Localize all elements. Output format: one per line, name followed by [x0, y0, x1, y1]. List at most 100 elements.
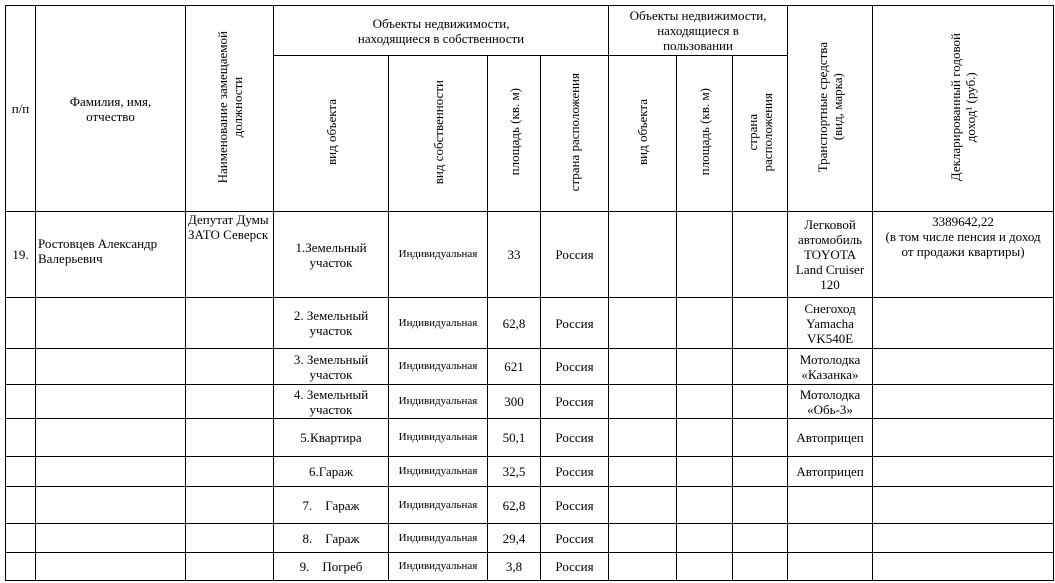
used-country — [732, 348, 789, 385]
owned-type: 4. Земельный участок — [273, 384, 389, 419]
owned-ownership: Индивидуальная — [388, 523, 488, 553]
person-num: 19. — [5, 211, 36, 298]
transport: Легковой автомобиль TOYOTA Land Cruiser … — [787, 211, 874, 298]
used-area — [676, 348, 734, 385]
income-cell — [872, 418, 1055, 457]
position-cell — [185, 297, 274, 349]
owned-type: 9. Погреб — [273, 552, 389, 581]
transport — [787, 523, 874, 553]
income-cell — [872, 486, 1055, 524]
declaration-table: п/п Фамилия, имя, отчество Наименование … — [5, 5, 1055, 581]
owned-area: 32,5 — [487, 456, 541, 487]
name-cell — [35, 418, 186, 457]
owned-area: 33 — [487, 211, 541, 298]
income-cell — [872, 297, 1055, 349]
header-position: Наименование замещаемой должности — [185, 5, 274, 212]
owned-ownership: Индивидуальная — [388, 348, 488, 385]
owned-type: 6.Гараж — [273, 456, 389, 487]
person-name: Ростовцев Александр Валерьевич — [35, 211, 186, 298]
table-row: 3. Земельный участок Индивидуальная 621 Рос… — [5, 348, 1055, 385]
used-country — [732, 297, 789, 349]
used-type — [608, 348, 678, 385]
transport: Автоприцеп — [787, 456, 874, 487]
owned-country: Россия — [539, 486, 610, 524]
used-area — [676, 552, 734, 581]
num-cell — [5, 418, 36, 457]
owned-area: 3,8 — [487, 552, 541, 581]
owned-country: Россия — [539, 418, 610, 457]
owned-ownership: Индивидуальная — [388, 486, 488, 524]
owned-ownership: Индивидуальная — [388, 211, 488, 298]
owned-ownership: Индивидуальная — [388, 552, 488, 581]
transport: Мотолодка «Обь-3» — [787, 384, 874, 419]
num-cell — [5, 523, 36, 553]
used-type — [608, 418, 678, 457]
table-row: 4. Земельный участок Индивидуальная 300 Рос… — [5, 384, 1055, 419]
owned-type: 8. Гараж — [273, 523, 389, 553]
used-area — [676, 211, 734, 298]
owned-country: Россия — [539, 523, 610, 553]
name-cell — [35, 486, 186, 524]
header-name: Фамилия, имя, отчество — [35, 5, 186, 212]
used-type — [608, 456, 678, 487]
owned-ownership: Индивидуальная — [388, 456, 488, 487]
table-row: 6.Гараж Индивидуальная 32,5 Россия Автоприце… — [5, 456, 1055, 487]
num-cell — [5, 348, 36, 385]
name-cell — [35, 552, 186, 581]
table-row: 5.Квартира Индивидуальная 50,1 Россия Автопр… — [5, 418, 1055, 457]
income: 3389642,22 (в том числе пенсия и доход о… — [872, 211, 1055, 298]
used-country — [732, 523, 789, 553]
position-cell — [185, 456, 274, 487]
transport — [787, 552, 874, 581]
header-used-group: Объекты недвижимости, находящиеся в поль… — [608, 5, 789, 56]
header-owned-ownership: вид собственности — [388, 55, 488, 212]
num-cell — [5, 486, 36, 524]
header-owned-group: Объекты недвижимости, находящиеся в собс… — [272, 5, 610, 56]
name-cell — [35, 523, 186, 553]
used-type — [608, 552, 678, 581]
used-country — [732, 418, 789, 457]
used-country — [732, 552, 789, 581]
transport: Снегоход Yamacha VK540E — [787, 297, 874, 349]
used-country — [732, 211, 789, 298]
position-cell — [185, 523, 274, 553]
table-row: 19. Ростовцев Александр Валерьевич Депутат… — [5, 211, 1055, 298]
table-row: 2. Земельный участок Индивидуальная 62,8 Ро… — [5, 297, 1055, 349]
header-num: п/п — [5, 5, 36, 212]
transport: Автоприцеп — [787, 418, 874, 457]
table-row: 8. Гараж Индивидуальная 29,4 Россия — [5, 523, 1055, 553]
used-area — [676, 523, 734, 553]
position-cell — [185, 418, 274, 457]
income-cell — [872, 384, 1055, 419]
owned-type: 1.Земельный участок — [273, 211, 389, 298]
owned-area: 621 — [487, 348, 541, 385]
person-position: Депутат Думы ЗАТО Северск — [185, 211, 274, 298]
used-area — [676, 297, 734, 349]
position-cell — [185, 384, 274, 419]
header-transport: Транспортные средства (вид, марка) — [787, 5, 874, 212]
owned-type: 5.Квартира — [273, 418, 389, 457]
used-area — [676, 486, 734, 524]
used-area — [676, 384, 734, 419]
num-cell — [5, 456, 36, 487]
name-cell — [35, 384, 186, 419]
used-type — [608, 523, 678, 553]
table-row: 9. Погреб Индивидуальная 3,8 Россия — [5, 552, 1055, 581]
owned-type: 3. Земельный участок — [273, 348, 389, 385]
owned-area: 29,4 — [487, 523, 541, 553]
owned-ownership: Индивидуальная — [388, 384, 488, 419]
owned-country: Россия — [539, 211, 610, 298]
header-used-area: площадь (кв. м) — [676, 55, 734, 212]
owned-type: 7. Гараж — [273, 486, 389, 524]
used-country — [732, 384, 789, 419]
num-cell — [5, 297, 36, 349]
owned-area: 50,1 — [487, 418, 541, 457]
used-type — [608, 486, 678, 524]
used-type — [608, 384, 678, 419]
owned-country: Россия — [539, 297, 610, 349]
income-cell — [872, 348, 1055, 385]
owned-type: 2. Земельный участок — [273, 297, 389, 349]
name-cell — [35, 297, 186, 349]
transport: Мотолодка «Казанка» — [787, 348, 874, 385]
header-income: Декларированный годовой доход¹ (руб.) — [872, 5, 1055, 212]
